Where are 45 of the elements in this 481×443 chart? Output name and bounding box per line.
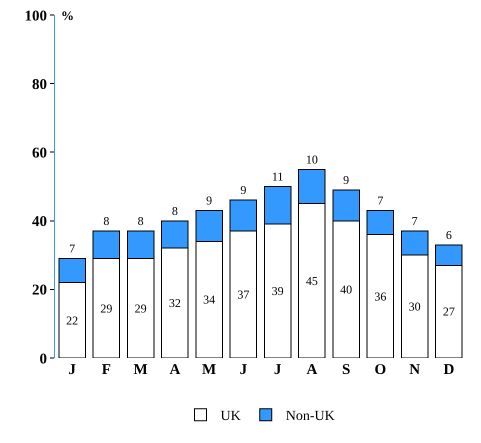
x-tick-label: N [409,362,420,378]
legend-label: Non-UK [286,409,335,424]
legend-label: UK [220,409,241,424]
data-label: 45 [306,274,318,288]
data-label: 29 [134,301,147,316]
data-label: 27 [442,304,455,319]
x-tick-label: F [102,362,111,378]
data-label: 36 [374,289,386,304]
x-tick-label: J [68,362,76,378]
data-label: 29 [100,301,112,316]
y-tick-label: 80 [32,76,47,93]
data-label: 40 [340,282,352,296]
y-tick-label: 40 [32,214,47,230]
x-tick-label: J [240,362,248,378]
data-label: 30 [408,300,421,314]
data-label: 9 [240,183,246,198]
y-tick-label: 60 [32,145,47,162]
data-label: 8 [103,214,110,228]
x-tick-label: M [202,362,216,378]
data-label: 6 [446,228,452,242]
data-label: 39 [272,284,284,298]
data-label: 7 [412,214,418,228]
data-label: 9 [206,194,212,208]
x-tick-label: S [342,362,350,378]
data-label: 11 [272,170,284,184]
data-label: 22 [66,313,78,328]
x-tick-label: A [306,362,318,378]
data-label: 37 [237,288,250,302]
x-tick-label: A [169,362,180,378]
y-tick-label: 0 [40,351,47,368]
x-tick-label: J [274,362,282,378]
y-tick-label: 100 [24,8,47,24]
data-label: 8 [138,214,144,228]
data-label: 9 [343,172,350,187]
data-label: 32 [168,296,181,310]
data-label: 34 [203,292,216,307]
data-label: 10 [306,152,318,166]
y-axis-title: % [61,8,74,23]
x-tick-label: D [443,362,454,378]
y-tick-label: 20 [32,282,47,299]
data-label: 7 [377,194,384,208]
x-tick-label: O [374,362,386,378]
data-label: 8 [172,204,178,218]
data-label: 7 [69,242,76,256]
x-tick-label: M [134,362,148,378]
